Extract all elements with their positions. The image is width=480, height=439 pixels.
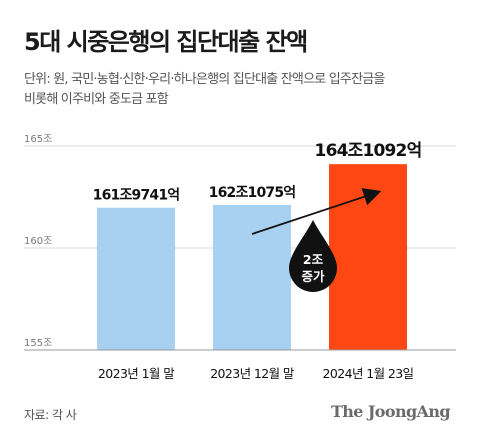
chart-title: 5대 시중은행의 집단대출 잔액 [24, 28, 308, 56]
publisher-logo: The JoongAng [330, 402, 451, 421]
bar-2 [213, 205, 291, 350]
callout-text-line-2: 증가 [301, 269, 325, 284]
trend-arrow [251, 188, 382, 235]
data-label: 164조1092억 [315, 141, 422, 161]
subtitle-line-1: 단위: 원, 국민·농협·신한·우리·하나은행의 집단대출 잔액으로 입주잔금을 [24, 72, 385, 87]
source-note: 자료: 각 사 [24, 408, 77, 422]
y-tick-label: 160조 [24, 236, 52, 247]
bar-1 [97, 207, 175, 350]
x-tick-label: 2024년 1월 23일 [323, 366, 414, 381]
x-tick-label: 2023년 1월 말 [98, 366, 175, 381]
callout-text-line-1: 2조 [303, 252, 324, 267]
chart-subtitle: 단위: 원, 국민·농협·신한·우리·하나은행의 집단대출 잔액으로 입주잔금을… [24, 70, 464, 110]
data-label: 161조9741억 [93, 188, 180, 204]
x-tick-label: 2023년 12월 말 [210, 366, 295, 381]
droplet-callout [289, 220, 337, 292]
y-tick-label: 165조 [24, 134, 52, 145]
bar-3 [329, 164, 407, 350]
subtitle-line-2: 비롯해 이주비와 중도금 포함 [24, 92, 169, 107]
y-tick-label: 155조 [24, 338, 52, 349]
data-label: 162조1075억 [209, 185, 296, 201]
